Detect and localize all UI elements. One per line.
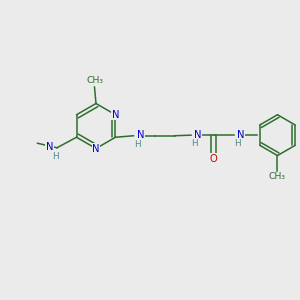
Text: O: O <box>210 154 218 164</box>
Text: CH₃: CH₃ <box>269 172 286 181</box>
Text: N: N <box>92 143 100 154</box>
Text: N: N <box>46 142 53 152</box>
Text: N: N <box>112 110 119 120</box>
Text: CH₃: CH₃ <box>86 76 103 85</box>
Text: N: N <box>137 130 145 140</box>
Text: H: H <box>134 140 140 148</box>
Text: N: N <box>194 130 202 140</box>
Text: N: N <box>237 130 244 140</box>
Text: H: H <box>234 139 240 148</box>
Text: H: H <box>52 152 59 161</box>
Text: H: H <box>191 139 197 148</box>
